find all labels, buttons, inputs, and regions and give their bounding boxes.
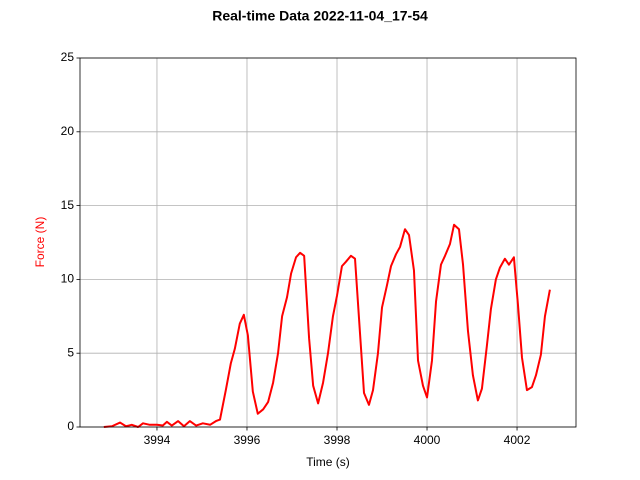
plot-frame [79, 57, 577, 428]
y-tick-label: 5 [67, 345, 74, 359]
x-tick-label: 3994 [144, 433, 171, 447]
y-axis-label: Force (N) [33, 217, 47, 268]
y-tick-label: 15 [61, 198, 75, 212]
y-tick-label: 10 [61, 272, 75, 286]
y-tick-label: 0 [67, 419, 74, 433]
data-line [103, 223, 551, 428]
y-tick-label: 25 [61, 50, 75, 64]
x-tick-label: 3998 [324, 433, 351, 447]
y-tick-label: 20 [61, 124, 75, 138]
x-axis-label: Time (s) [306, 455, 350, 469]
x-tick-label: 4000 [414, 433, 441, 447]
x-tick-label: 3996 [234, 433, 261, 447]
chart-title: Real-time Data 2022-11-04_17-54 [212, 8, 428, 24]
x-tick-label: 4002 [504, 433, 531, 447]
